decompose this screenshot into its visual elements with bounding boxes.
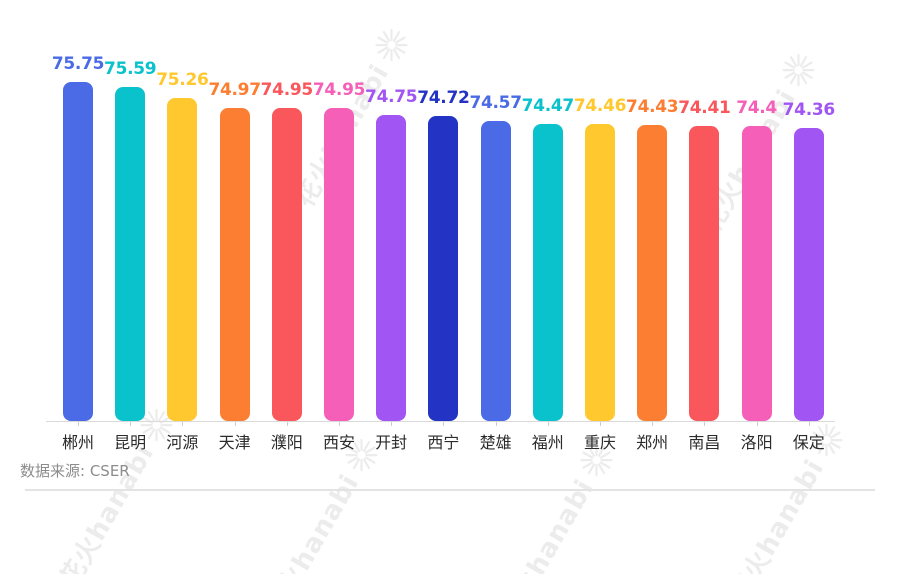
axis-tick bbox=[600, 422, 601, 426]
bar bbox=[115, 87, 146, 421]
category-label: 开封 bbox=[375, 433, 408, 452]
axis-tick bbox=[339, 422, 340, 426]
bar bbox=[532, 124, 563, 421]
bar bbox=[637, 125, 668, 421]
axis-tick bbox=[808, 422, 810, 426]
watermark: 花火hanabi bbox=[720, 417, 849, 574]
category-label: 保定 bbox=[792, 433, 825, 452]
bar-value-label: 75.26 bbox=[156, 70, 209, 90]
axis-tick bbox=[495, 422, 497, 426]
bar bbox=[324, 108, 354, 421]
axis-tick bbox=[652, 422, 654, 426]
bar-value-label: 74.36 bbox=[782, 100, 836, 120]
bar-value-label: 74.47 bbox=[521, 96, 575, 116]
bar-value-label: 74.95 bbox=[260, 80, 314, 100]
bar bbox=[167, 98, 198, 421]
axis-tick bbox=[704, 422, 706, 426]
category-label: 洛阳 bbox=[740, 433, 773, 452]
category-label: 郑州 bbox=[636, 433, 669, 452]
firework-icon bbox=[782, 54, 815, 87]
watermark: 花火hanabi bbox=[255, 432, 384, 574]
bar bbox=[480, 121, 511, 421]
bar-value-label: 74.41 bbox=[678, 98, 731, 118]
axis-tick bbox=[286, 422, 288, 426]
watermark: 花火hanabi bbox=[50, 402, 179, 574]
firework-icon bbox=[810, 424, 843, 457]
axis-tick bbox=[130, 422, 132, 426]
bar-value-label: 74.4 bbox=[736, 98, 777, 118]
axis-tick bbox=[78, 422, 79, 426]
axis-tick bbox=[756, 422, 758, 426]
firework-icon bbox=[345, 439, 378, 472]
watermark: 花火hanabi bbox=[285, 22, 414, 212]
bar-value-label: 74.72 bbox=[417, 88, 470, 108]
category-label: 楚雄 bbox=[479, 433, 512, 452]
bar bbox=[271, 108, 302, 421]
bar bbox=[793, 128, 824, 421]
source-note: 数据来源: CSER bbox=[20, 462, 130, 480]
category-label: 濮阳 bbox=[270, 433, 303, 452]
divider-line bbox=[25, 489, 875, 491]
bar bbox=[585, 124, 615, 421]
axis-tick bbox=[182, 422, 184, 426]
bar bbox=[376, 115, 407, 421]
bar bbox=[689, 126, 720, 421]
bar-value-label: 74.97 bbox=[208, 80, 261, 100]
category-label: 郴州 bbox=[61, 433, 94, 452]
bar-value-label: 74.46 bbox=[573, 96, 627, 116]
firework-icon bbox=[375, 29, 408, 62]
category-label: 西安 bbox=[322, 433, 355, 452]
firework-icon bbox=[140, 409, 173, 442]
firework-icon bbox=[580, 444, 613, 477]
axis-tick bbox=[391, 422, 393, 426]
axis-tick bbox=[234, 422, 236, 426]
bar bbox=[741, 126, 772, 421]
category-label: 天津 bbox=[218, 433, 251, 452]
bar bbox=[219, 108, 250, 421]
category-label: 福州 bbox=[531, 433, 564, 452]
bar-value-label: 74.95 bbox=[312, 80, 366, 100]
bar bbox=[428, 116, 459, 421]
axis-tick bbox=[547, 422, 549, 426]
bar-value-label: 74.75 bbox=[365, 87, 418, 107]
category-label: 西宁 bbox=[427, 433, 460, 452]
bar bbox=[63, 82, 93, 421]
axis-tick bbox=[443, 422, 445, 426]
bar-value-label: 75.75 bbox=[51, 54, 105, 74]
category-label: 重庆 bbox=[583, 433, 616, 452]
bar-value-label: 75.59 bbox=[104, 59, 157, 79]
watermark: 花火hanabi bbox=[692, 47, 821, 237]
bar-value-label: 74.43 bbox=[626, 97, 679, 117]
watermark: 花火hanabi bbox=[490, 437, 619, 574]
category-label: 河源 bbox=[166, 433, 199, 452]
category-label: 昆明 bbox=[114, 433, 147, 452]
bar-value-label: 74.57 bbox=[469, 93, 522, 113]
x-axis-line bbox=[46, 421, 835, 422]
category-label: 南昌 bbox=[688, 433, 721, 452]
